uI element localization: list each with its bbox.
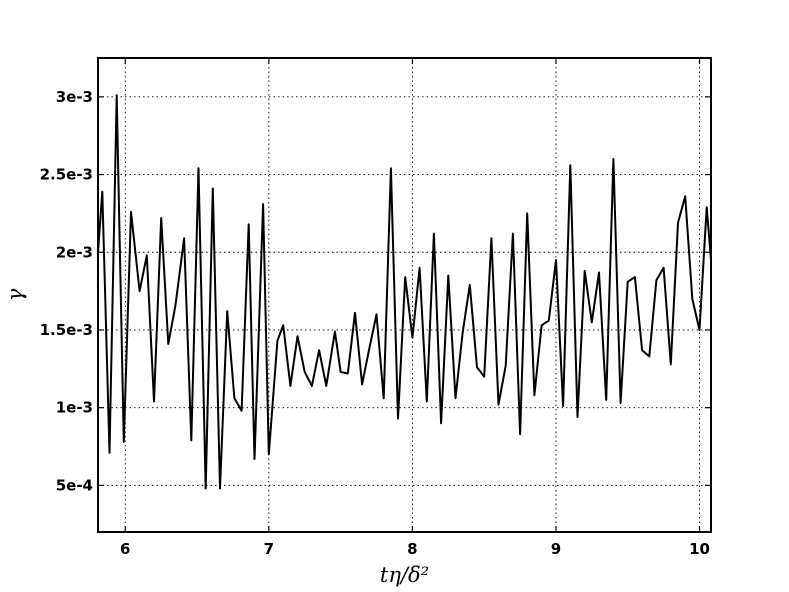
plot-area-frame (97, 57, 712, 533)
y-tick-labels: 5e-4 1e-3 1.5e-3 2e-3 2.5e-3 3e-3 (40, 88, 93, 495)
y-tick-label: 2e-3 (56, 243, 93, 261)
x-axis-label: tη/δ² (380, 563, 429, 587)
y-tick-label: 1.5e-3 (40, 321, 93, 339)
y-axis-label: γ (3, 288, 27, 301)
x-tick-label: 6 (120, 540, 130, 558)
x-tick-labels: 6 7 8 9 10 (120, 540, 710, 558)
series-line (97, 94, 712, 490)
y-tick-label: 3e-3 (56, 88, 93, 106)
x-tick-label: 9 (551, 540, 561, 558)
y-tick-label: 5e-4 (56, 476, 93, 494)
grid (98, 58, 711, 532)
x-tick-label: 7 (264, 540, 274, 558)
x-tick-label: 8 (407, 540, 417, 558)
x-tick-label: 10 (689, 540, 710, 558)
y-tick-label: 1e-3 (56, 399, 93, 417)
y-tick-label: 2.5e-3 (40, 166, 93, 184)
